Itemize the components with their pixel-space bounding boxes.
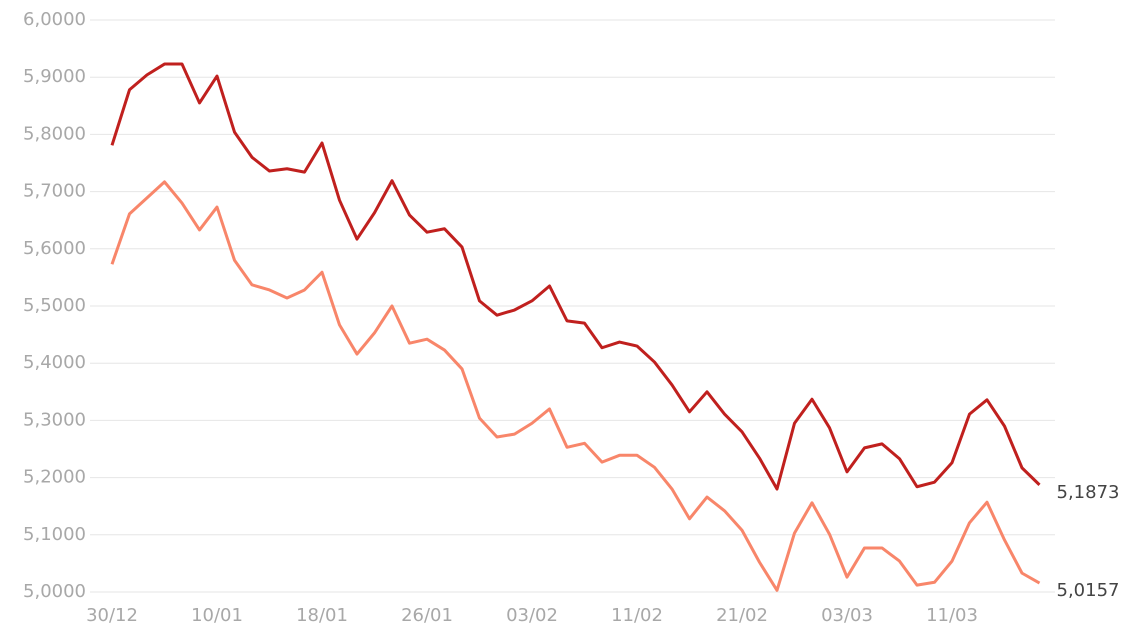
x-tick-label: 03/03 [821, 605, 873, 626]
y-tick-label: 6,0000 [23, 9, 86, 30]
y-tick-label: 5,1000 [23, 524, 86, 545]
y-tick-label: 5,3000 [23, 409, 86, 430]
x-tick-label: 18/01 [296, 605, 348, 626]
x-tick-label: 30/12 [86, 605, 138, 626]
x-tick-label: 10/01 [191, 605, 243, 626]
series-line [110, 62, 1041, 491]
y-tick-label: 5,4000 [23, 352, 86, 373]
y-tick-label: 5,2000 [23, 467, 86, 488]
y-tick-label: 5,8000 [23, 123, 86, 144]
y-tick-label: 5,7000 [23, 181, 86, 202]
series-line [110, 180, 1041, 592]
y-tick-label: 5,0000 [23, 581, 86, 602]
y-tick-label: 5,5000 [23, 295, 86, 316]
end-value-label: 5,0157 [1057, 580, 1120, 601]
x-tick-label: 03/02 [506, 605, 558, 626]
y-tick-label: 5,6000 [23, 238, 86, 259]
x-tick-label: 26/01 [401, 605, 453, 626]
x-tick-label: 21/02 [716, 605, 768, 626]
x-tick-label: 11/02 [611, 605, 663, 626]
end-value-label: 5,1873 [1057, 482, 1120, 503]
x-tick-label: 11/03 [926, 605, 978, 626]
y-tick-label: 5,9000 [23, 66, 86, 87]
